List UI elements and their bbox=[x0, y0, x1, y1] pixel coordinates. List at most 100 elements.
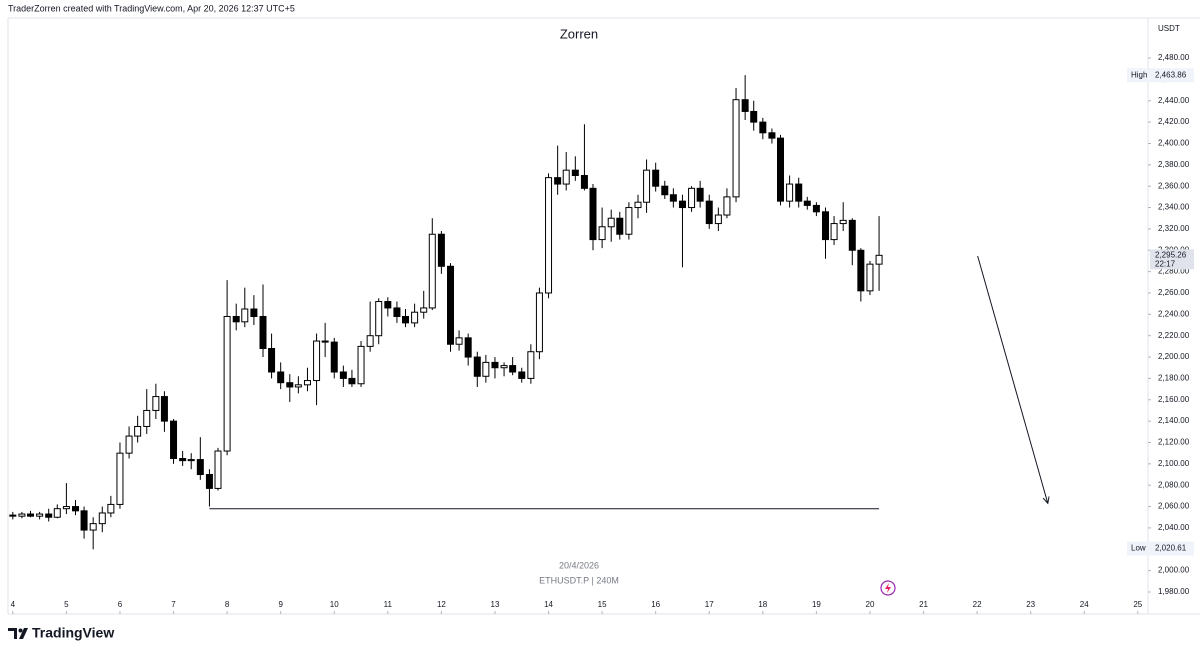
candle-body bbox=[562, 169, 570, 185]
candle-body bbox=[241, 308, 249, 323]
y-tick-label: 2,320.00 bbox=[1158, 224, 1190, 233]
candle-body bbox=[589, 187, 597, 241]
candle-body bbox=[116, 452, 124, 505]
y-tick-label: 2,060.00 bbox=[1158, 502, 1190, 511]
candle-body bbox=[839, 219, 847, 225]
candle-body bbox=[634, 201, 642, 209]
candle-body bbox=[313, 340, 321, 382]
candle-body bbox=[89, 523, 97, 531]
marker-label: Low bbox=[1131, 544, 1146, 553]
y-tick-label: 2,000.00 bbox=[1158, 566, 1190, 575]
candle-body bbox=[420, 307, 428, 313]
x-tick-label: 19 bbox=[812, 600, 821, 609]
y-tick-label: 2,380.00 bbox=[1158, 160, 1190, 169]
candle-body bbox=[812, 204, 820, 213]
candle-body bbox=[393, 307, 401, 317]
candle-body bbox=[750, 110, 758, 123]
candle-body bbox=[143, 409, 151, 427]
x-tick-label: 15 bbox=[598, 600, 607, 609]
x-tick-label: 12 bbox=[437, 600, 446, 609]
candle-body bbox=[179, 458, 187, 462]
candle-body bbox=[732, 99, 740, 198]
x-tick-label: 14 bbox=[544, 600, 553, 609]
candle-body bbox=[518, 371, 526, 379]
candle-body bbox=[53, 508, 61, 518]
alert-icon[interactable] bbox=[880, 580, 896, 596]
candle-body bbox=[714, 214, 722, 225]
x-tick-label: 4 bbox=[11, 600, 16, 609]
x-tick-label: 5 bbox=[64, 600, 69, 609]
last-price-bg bbox=[1150, 249, 1194, 270]
candle-body bbox=[268, 348, 276, 373]
candle-body bbox=[303, 380, 311, 386]
candle-body bbox=[803, 200, 811, 206]
candle-body bbox=[777, 137, 784, 202]
candle-body bbox=[875, 254, 883, 265]
candle-body bbox=[80, 510, 88, 531]
candle-body bbox=[688, 187, 696, 209]
y-tick-label: 2,120.00 bbox=[1158, 438, 1190, 447]
y-tick-label: 2,240.00 bbox=[1158, 309, 1190, 318]
candle-body bbox=[152, 396, 160, 411]
marker-label-bg bbox=[1127, 541, 1150, 556]
candle-body bbox=[428, 233, 436, 309]
candle-body bbox=[678, 200, 686, 209]
candle-body bbox=[473, 356, 481, 377]
candle-body bbox=[125, 435, 133, 454]
y-tick-label: 1,980.00 bbox=[1158, 587, 1190, 596]
arrow bbox=[977, 255, 1050, 505]
y-tick-label: 2,280.00 bbox=[1158, 267, 1190, 276]
last-price-value: 2,295.26 bbox=[1155, 250, 1187, 259]
candle-body bbox=[232, 315, 240, 323]
candle-body bbox=[196, 459, 204, 476]
x-tick-label: 6 bbox=[118, 600, 123, 609]
candle-body bbox=[411, 311, 419, 324]
candle-body bbox=[786, 183, 794, 202]
marker-label: High bbox=[1131, 70, 1147, 79]
currency: USDT bbox=[1158, 24, 1180, 33]
y-tick-label: 2,080.00 bbox=[1158, 480, 1190, 489]
candle-body bbox=[187, 459, 195, 462]
marker-label-bg bbox=[1127, 68, 1150, 83]
candle-body bbox=[294, 384, 302, 388]
brand-logo bbox=[8, 628, 28, 639]
candle-body bbox=[366, 335, 374, 347]
x-tick-label: 8 bbox=[225, 600, 230, 609]
y-tick-label: 2,200.00 bbox=[1158, 352, 1190, 361]
candle-body bbox=[607, 217, 615, 228]
candle-body bbox=[259, 315, 267, 350]
y-tick-label: 2,100.00 bbox=[1158, 459, 1190, 468]
x-tick-label: 20 bbox=[866, 600, 875, 609]
candle-body bbox=[447, 265, 454, 345]
candle-body bbox=[455, 337, 463, 345]
candle-body bbox=[107, 503, 115, 514]
candle-body bbox=[857, 249, 865, 292]
candle-body bbox=[375, 301, 383, 337]
candle-body bbox=[741, 99, 749, 112]
candle-body bbox=[348, 377, 356, 385]
candle-body bbox=[330, 341, 338, 373]
x-tick-label: 18 bbox=[758, 600, 767, 609]
header: TraderZorren created with TradingView.co… bbox=[8, 3, 295, 13]
candle-body bbox=[661, 185, 669, 196]
candle-body bbox=[509, 365, 517, 373]
marker-value-bg bbox=[1150, 541, 1194, 556]
y-tick-label: 2,160.00 bbox=[1158, 395, 1190, 404]
y-tick-label: 2,220.00 bbox=[1158, 331, 1190, 340]
candle-body bbox=[18, 513, 26, 517]
brand: TradingView bbox=[32, 625, 114, 641]
candle-body bbox=[652, 169, 660, 187]
candle-body bbox=[759, 121, 767, 134]
candle-body bbox=[250, 308, 258, 317]
candle-body bbox=[72, 506, 79, 512]
candle-body bbox=[27, 513, 34, 517]
candle-body bbox=[9, 514, 17, 517]
candle-body bbox=[491, 361, 499, 369]
candle-body bbox=[768, 132, 776, 139]
candle-body bbox=[580, 175, 588, 189]
x-tick-label: 13 bbox=[491, 600, 500, 609]
candle-body bbox=[527, 351, 535, 379]
candle-body bbox=[500, 365, 508, 369]
candle-body bbox=[705, 200, 713, 225]
